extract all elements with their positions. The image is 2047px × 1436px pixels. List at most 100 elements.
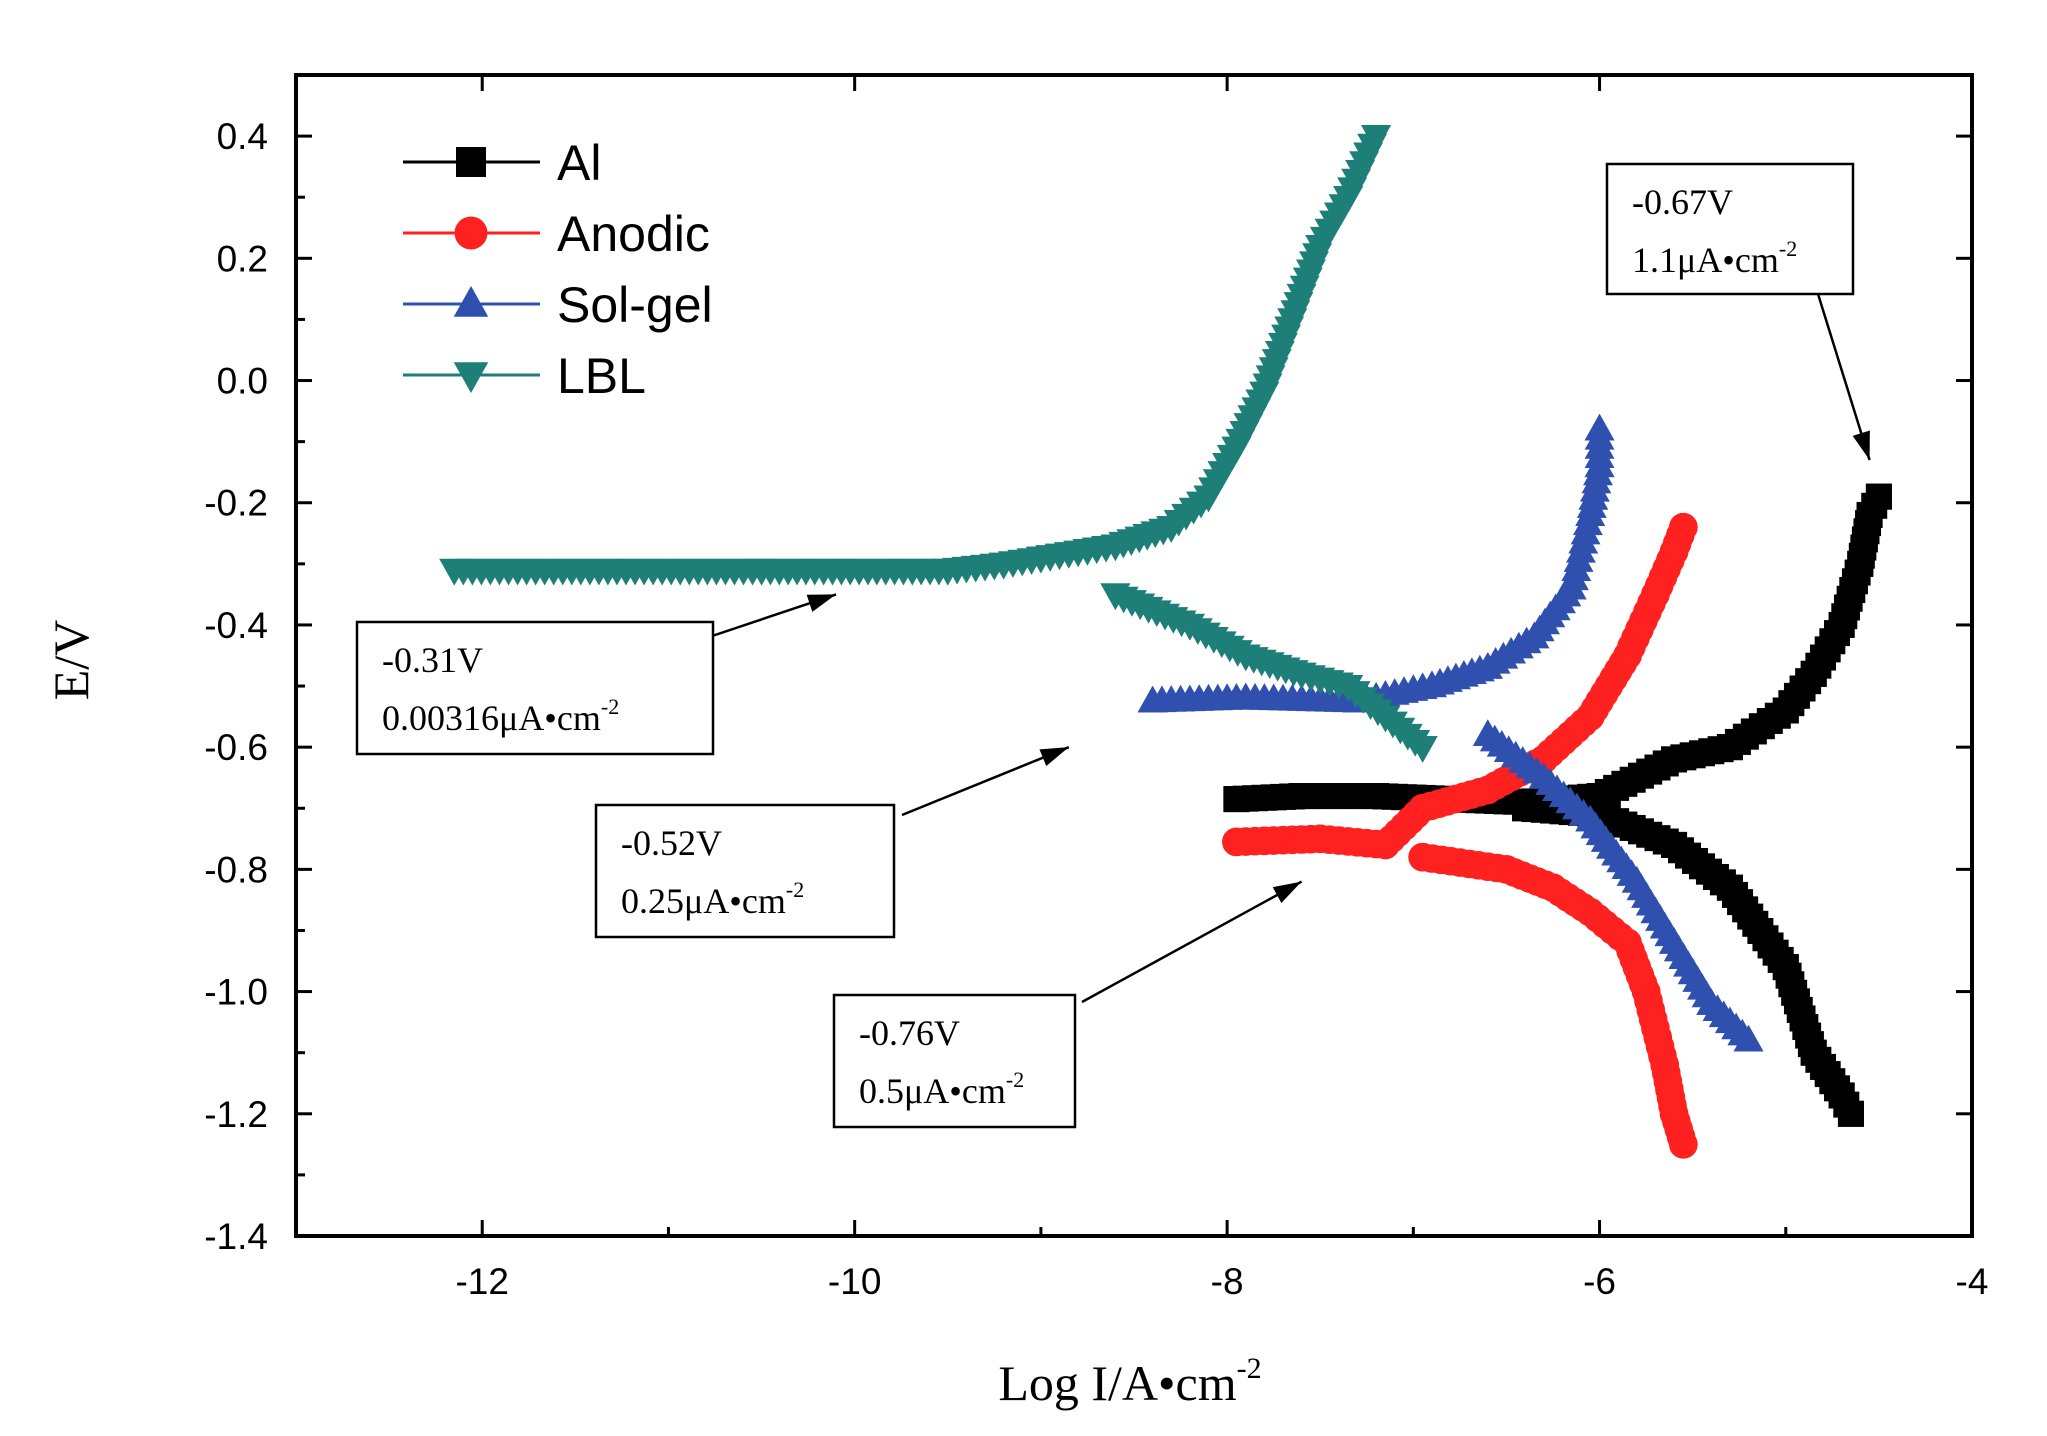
data-point [1286, 662, 1317, 690]
data-point [1575, 897, 1605, 927]
legend-label: LBL [557, 348, 646, 404]
data-point [1492, 855, 1521, 884]
data-point [1333, 186, 1364, 213]
data-point [1230, 682, 1261, 710]
legend-marker [453, 286, 489, 317]
annotation-box [355, 620, 715, 756]
data-point [1221, 436, 1252, 464]
annotation-current: 0.5μA•cm-2 [859, 1067, 1024, 1111]
data-point [1361, 125, 1392, 152]
annotation-potential: -0.67V [1632, 182, 1733, 222]
legend: Al Anodic Sol-gel LBL [403, 135, 713, 404]
data-point [1305, 235, 1336, 262]
data-point [1193, 485, 1224, 513]
annotation: -0.31V 0.00316μA•cm-2 [355, 593, 837, 756]
data-point [1669, 1130, 1698, 1159]
data-point [1847, 550, 1874, 577]
x-tick-label: -4 [1956, 1261, 1989, 1302]
annotation-arrow [1081, 880, 1303, 1004]
y-tick-label: 0.2 [217, 238, 268, 279]
y-tick-label: -1.4 [204, 1216, 268, 1257]
plot-frame [294, 73, 1974, 1238]
annotation-arrowhead [1039, 747, 1069, 767]
data-point [1137, 685, 1168, 713]
data-point [1716, 734, 1743, 761]
data-point [1865, 483, 1892, 510]
data-point [1696, 988, 1727, 1015]
data-point [1249, 381, 1280, 409]
data-point [1473, 775, 1503, 805]
data-point [1800, 660, 1827, 687]
annotation-current: 0.00316μA•cm-2 [382, 694, 619, 738]
annotation-sup: -2 [786, 877, 804, 902]
data-point [1408, 793, 1437, 823]
series-al [1223, 483, 1892, 1127]
legend-marker [454, 216, 488, 250]
data-point [1371, 830, 1400, 860]
data-point [1156, 516, 1187, 543]
data-point [1333, 675, 1364, 702]
legend-marker [456, 147, 486, 177]
annotation-sup: -2 [1779, 236, 1797, 261]
y-tick-label: -1.2 [204, 1094, 268, 1135]
data-point [1100, 534, 1131, 562]
annotation-box [594, 803, 896, 939]
data-point [1556, 572, 1587, 600]
annotations: -0.31V0.00316μA•cm-2-0.52V0.25μA•cm-2-0.… [355, 162, 1871, 1129]
x-tick-label: -6 [1583, 1261, 1616, 1302]
data-point [1669, 512, 1698, 542]
data-point [1661, 746, 1688, 773]
annotation-box [832, 993, 1077, 1129]
y-tick-label: -0.8 [204, 849, 268, 890]
data-point [1538, 873, 1568, 902]
data-point [1631, 977, 1661, 1006]
data-point [1408, 842, 1437, 872]
x-axis-title-text: Log I/A•cm [998, 1355, 1236, 1411]
data-point [1512, 795, 1539, 822]
y-axis-title: E/V [43, 620, 99, 701]
data-point [1472, 652, 1503, 679]
data-point [1575, 499, 1606, 527]
x-axis-title: Log I/A•cm-2 [998, 1352, 1261, 1411]
data-point [1407, 736, 1438, 763]
data-point [1528, 762, 1559, 789]
data-point [1613, 641, 1642, 670]
data-point [1305, 824, 1335, 854]
legend-label: Anodic [557, 206, 710, 262]
data-point [1716, 874, 1743, 901]
data-point [1584, 450, 1615, 478]
data-point [1613, 928, 1642, 957]
data-point [1230, 644, 1261, 672]
x-tick-label: -8 [1211, 1261, 1244, 1302]
annotation-current: 0.25μA•cm-2 [621, 877, 804, 921]
data-point [1584, 413, 1615, 441]
y-tick-label: -0.2 [204, 483, 268, 524]
annotation-potential: -0.52V [621, 823, 722, 863]
data-point [1223, 786, 1250, 813]
annotation-potential: -0.31V [382, 640, 483, 680]
data-point [1370, 705, 1401, 733]
data-point [1661, 831, 1688, 858]
annotation-arrowhead [1272, 881, 1302, 903]
data-point [1772, 954, 1799, 981]
annotation: -0.76V 0.5μA•cm-2 [832, 880, 1303, 1129]
legend-label: Sol-gel [557, 277, 713, 333]
y-tick-label: 0.0 [217, 361, 268, 402]
annotation: -0.52V 0.25μA•cm-2 [594, 745, 1070, 939]
data-point [746, 558, 777, 586]
annotation-sup: -2 [601, 694, 619, 719]
data-point [1025, 546, 1056, 574]
annotation-sup: -2 [1006, 1067, 1024, 1092]
series-layer [439, 125, 1892, 1159]
series-sol-gel [1137, 413, 1764, 1052]
annotation-potential: -0.76V [859, 1013, 960, 1053]
data-point [1650, 1050, 1680, 1080]
ticks-layer: -12 -10 -8 -6 -4 0.4 0.2 0.0 -0.2 -0.4 -0.6 -0.8 -1.… [204, 73, 1989, 1302]
data-point [1417, 670, 1447, 698]
data-point [1733, 1024, 1764, 1052]
data-point [1472, 719, 1503, 746]
data-point [1363, 783, 1390, 810]
data-point [1100, 583, 1131, 610]
x-tick-label: -10 [828, 1261, 881, 1302]
